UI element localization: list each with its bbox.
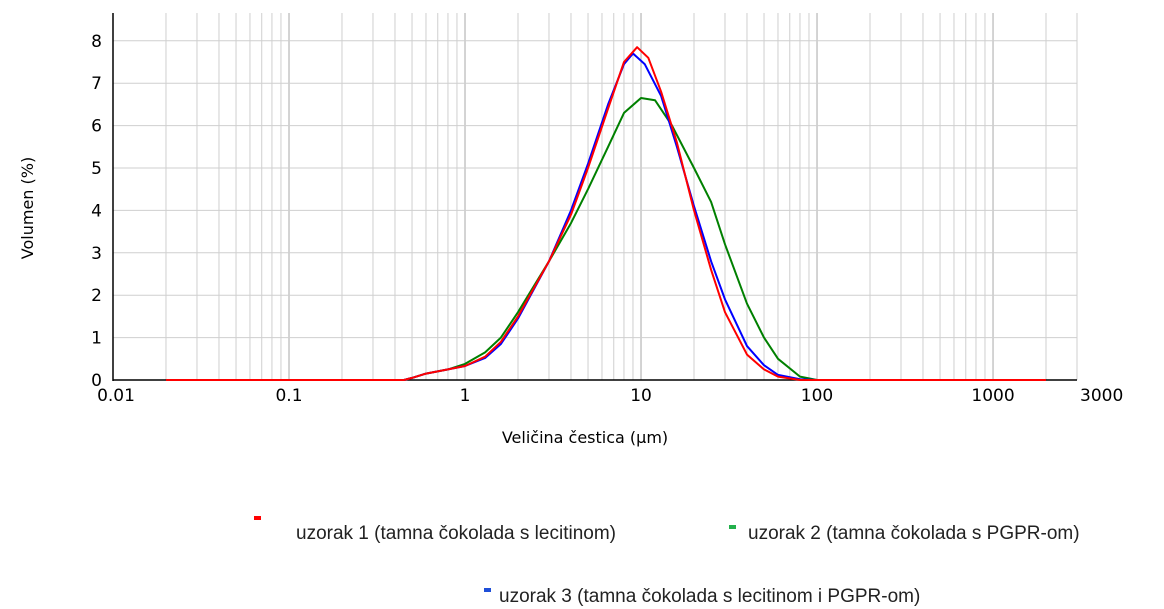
x-tick-label: 100 xyxy=(801,386,833,406)
y-tick-label: 1 xyxy=(91,329,102,349)
series-line-1 xyxy=(166,46,1046,381)
y-tick-label: 3 xyxy=(91,244,102,264)
x-tick-label: 0.01 xyxy=(97,386,135,406)
x-tick-label: 10 xyxy=(630,386,652,406)
y-tick-label: 2 xyxy=(91,286,102,306)
x-axis-label: Veličina čestica (μm) xyxy=(502,428,668,447)
grid xyxy=(112,13,1078,381)
legend-swatch-3 xyxy=(484,588,491,592)
series-line-3 xyxy=(166,52,1046,381)
y-tick-label: 5 xyxy=(91,159,102,179)
legend-label-3: uzorak 3 (tamna čokolada s lecitinom i P… xyxy=(499,586,921,607)
y-tick-label: 7 xyxy=(91,74,102,94)
y-tick-label: 0 xyxy=(91,371,102,391)
x-tick-label: 1000 xyxy=(971,386,1014,406)
y-tick-label: 8 xyxy=(91,32,102,52)
legend-label-1: uzorak 1 (tamna čokolada s lecitinom) xyxy=(296,523,616,544)
y-axis-label: Volumen (%) xyxy=(18,157,37,259)
legend-swatch-2 xyxy=(729,525,736,529)
tick-labels: 0 1 2 3 4 5 6 7 8 0.01 0.1 1 10 100 1000 3000 xyxy=(91,32,1123,406)
legend-swatch-1 xyxy=(254,516,261,520)
series-lines xyxy=(166,46,1046,381)
x-tick-label: 1 xyxy=(460,386,471,406)
x-tick-label: 3000 xyxy=(1080,386,1123,406)
y-tick-label: 6 xyxy=(91,117,102,137)
x-tick-label: 0.1 xyxy=(275,386,302,406)
y-tick-label: 4 xyxy=(91,201,102,221)
legend-label-2: uzorak 2 (tamna čokolada s PGPR-om) xyxy=(748,523,1080,544)
